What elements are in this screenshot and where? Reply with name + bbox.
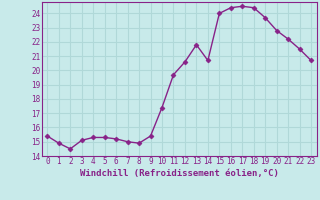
X-axis label: Windchill (Refroidissement éolien,°C): Windchill (Refroidissement éolien,°C) [80, 169, 279, 178]
